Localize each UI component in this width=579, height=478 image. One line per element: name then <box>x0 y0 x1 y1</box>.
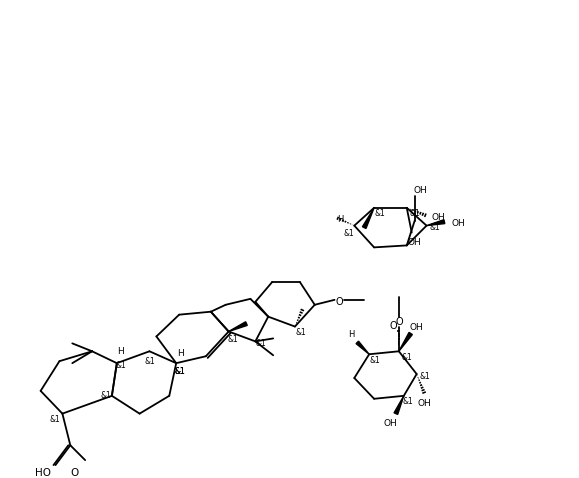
Text: OH: OH <box>431 213 445 222</box>
Text: OH: OH <box>383 419 397 428</box>
Polygon shape <box>394 396 404 414</box>
Text: H: H <box>348 330 354 339</box>
Text: &1: &1 <box>175 367 185 376</box>
Text: OH: OH <box>408 238 422 247</box>
Polygon shape <box>399 332 412 351</box>
Text: H: H <box>118 347 124 356</box>
Text: &1: &1 <box>115 360 126 369</box>
Text: O: O <box>389 321 397 331</box>
Text: OH: OH <box>417 399 431 408</box>
Text: &1: &1 <box>401 353 412 362</box>
Text: &1: &1 <box>402 397 413 406</box>
Text: &1: &1 <box>144 357 155 366</box>
Text: &1: &1 <box>370 356 380 365</box>
Text: &1: &1 <box>101 391 111 400</box>
Text: &1: &1 <box>429 223 440 232</box>
Text: OH: OH <box>414 186 427 196</box>
Polygon shape <box>362 208 374 228</box>
Text: &1: &1 <box>49 415 60 424</box>
Text: H: H <box>177 349 184 358</box>
Polygon shape <box>229 322 247 332</box>
Text: HO: HO <box>35 468 50 478</box>
Text: &1: &1 <box>419 371 430 380</box>
Text: &1: &1 <box>175 367 185 376</box>
Polygon shape <box>427 220 445 226</box>
Text: H: H <box>338 215 344 224</box>
Text: &1: &1 <box>295 328 306 337</box>
Text: O: O <box>70 468 78 478</box>
Text: &1: &1 <box>409 209 420 218</box>
Text: &1: &1 <box>375 209 386 218</box>
Text: OH: OH <box>452 219 465 228</box>
Text: &1: &1 <box>175 367 185 376</box>
Polygon shape <box>356 341 369 354</box>
Text: &1: &1 <box>343 229 354 238</box>
Text: &1: &1 <box>256 339 267 348</box>
Text: O: O <box>395 316 402 326</box>
Text: OH: OH <box>410 323 423 332</box>
Text: O: O <box>336 297 343 307</box>
Text: &1: &1 <box>227 335 238 344</box>
